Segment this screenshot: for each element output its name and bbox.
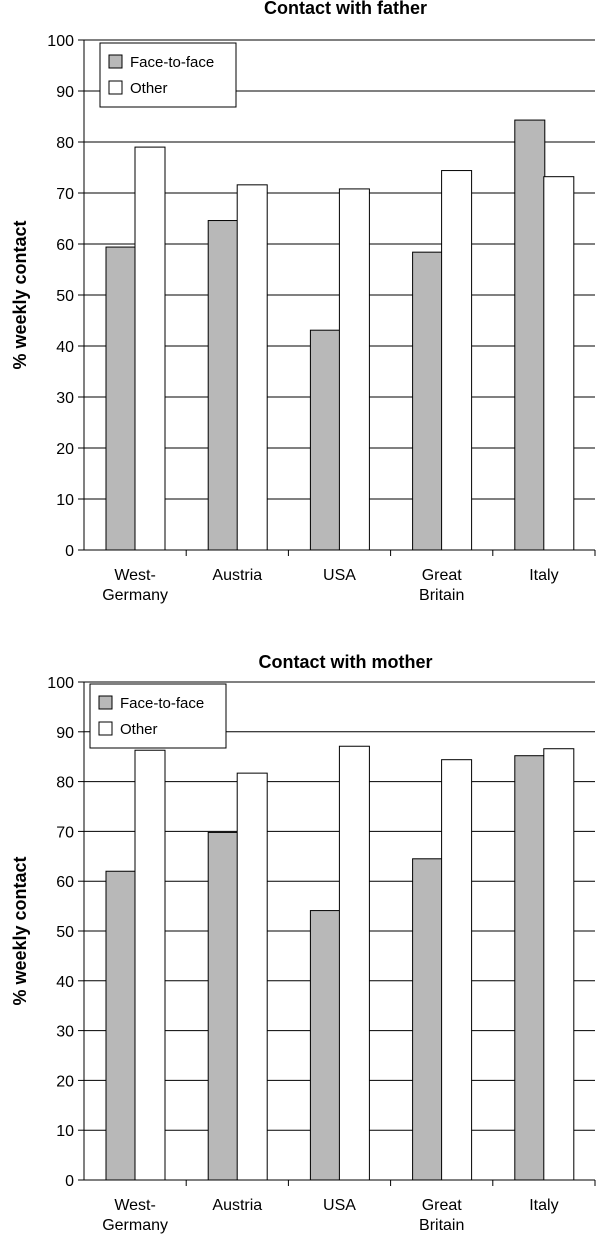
x-tick-label: Great Britain — [419, 1197, 464, 1234]
y-axis-label: % weekly contact — [10, 856, 30, 1005]
bar-other — [441, 759, 473, 1181]
legend-box — [99, 42, 237, 108]
y-tick-label: 0 — [65, 543, 74, 560]
y-tick-label: 30 — [56, 390, 74, 407]
x-tick-label-line: Britain — [419, 1217, 464, 1234]
x-tick-label-line: USA — [323, 1197, 356, 1214]
legend: Face-to-face Other — [99, 42, 237, 108]
x-tick-label-line: Austria — [212, 567, 262, 584]
x-tick-label-line: Britain — [419, 587, 464, 604]
bar-other — [236, 184, 268, 551]
y-tick-label: 90 — [56, 84, 74, 101]
y-tick-label: 90 — [56, 725, 74, 742]
y-tick-label: 10 — [56, 492, 74, 509]
y-tick-label: 100 — [47, 33, 74, 50]
legend-label: Face-to-face — [130, 54, 214, 71]
x-tick-label-line: Germany — [102, 1217, 168, 1234]
bar-other — [441, 170, 473, 551]
bar-face-to-face — [514, 755, 546, 1181]
x-tick-label-line: Germany — [102, 587, 168, 604]
bar-other — [338, 188, 370, 551]
chart-father: Contact with father % weekly contact 0 10 20… — [10, 0, 596, 604]
x-tick-label-line: Great — [422, 1197, 463, 1214]
legend-swatch — [108, 54, 123, 69]
x-tick-label: Great Britain — [419, 567, 464, 604]
y-axis-label: % weekly contact — [10, 220, 30, 369]
bar-face-to-face — [207, 831, 239, 1181]
x-tick-label-line: West- — [114, 567, 155, 584]
y-tick-label: 80 — [56, 135, 74, 152]
legend: Face-to-face Other — [89, 683, 227, 749]
x-tick-label-line: Italy — [529, 1197, 558, 1214]
y-tick-label: 30 — [56, 1024, 74, 1041]
y-tick-label: 50 — [56, 288, 74, 305]
y-tick-label: 40 — [56, 974, 74, 991]
bar-face-to-face — [412, 858, 444, 1181]
bar-other — [134, 749, 166, 1181]
legend-label: Other — [130, 80, 168, 97]
x-tick-label-line: West- — [114, 1197, 155, 1214]
bar-face-to-face — [412, 251, 444, 551]
bar-face-to-face — [309, 910, 341, 1181]
x-tick-label: Austria — [212, 1197, 262, 1214]
legend-label: Face-to-face — [120, 695, 204, 712]
x-tick-label: USA — [323, 567, 356, 584]
bar-other — [543, 176, 575, 551]
bar-face-to-face — [309, 329, 341, 551]
chart-mother: Contact with mother % weekly contact 0 10 20… — [10, 652, 596, 1234]
y-tick-label: 20 — [56, 1073, 74, 1090]
y-tick-label: 60 — [56, 874, 74, 891]
legend-label: Other — [120, 721, 158, 738]
x-tick-label: Italy — [529, 567, 558, 584]
y-tick-label: 10 — [56, 1123, 74, 1140]
x-tick-label-line: USA — [323, 567, 356, 584]
y-tick-label: 0 — [65, 1173, 74, 1190]
x-tick-label: USA — [323, 1197, 356, 1214]
bar-other — [236, 772, 268, 1181]
bar-other — [543, 748, 575, 1181]
bar-other — [338, 745, 370, 1181]
y-tick-label: 40 — [56, 339, 74, 356]
legend-swatch — [108, 80, 123, 95]
bar-face-to-face — [105, 870, 137, 1181]
legend-box — [89, 683, 227, 749]
y-tick-label: 100 — [47, 675, 74, 692]
chart-title: Contact with mother — [259, 652, 433, 672]
x-tick-label: Italy — [529, 1197, 558, 1214]
y-tick-label: 50 — [56, 924, 74, 941]
legend-swatch — [98, 721, 113, 736]
bar-face-to-face — [207, 220, 239, 551]
bar-other — [134, 146, 166, 551]
bar-face-to-face — [105, 246, 137, 551]
x-tick-label-line: Italy — [529, 567, 558, 584]
bar-face-to-face — [514, 119, 546, 551]
x-tick-label: West- Germany — [102, 567, 168, 604]
x-tick-label: Austria — [212, 567, 262, 584]
chart-title: Contact with father — [264, 0, 427, 18]
y-tick-label: 60 — [56, 237, 74, 254]
x-tick-label: West- Germany — [102, 1197, 168, 1234]
y-tick-label: 70 — [56, 824, 74, 841]
legend-swatch — [98, 695, 113, 710]
y-tick-label: 70 — [56, 186, 74, 203]
y-tick-label: 80 — [56, 775, 74, 792]
x-tick-label-line: Great — [422, 567, 463, 584]
y-tick-label: 20 — [56, 441, 74, 458]
x-tick-label-line: Austria — [212, 1197, 262, 1214]
